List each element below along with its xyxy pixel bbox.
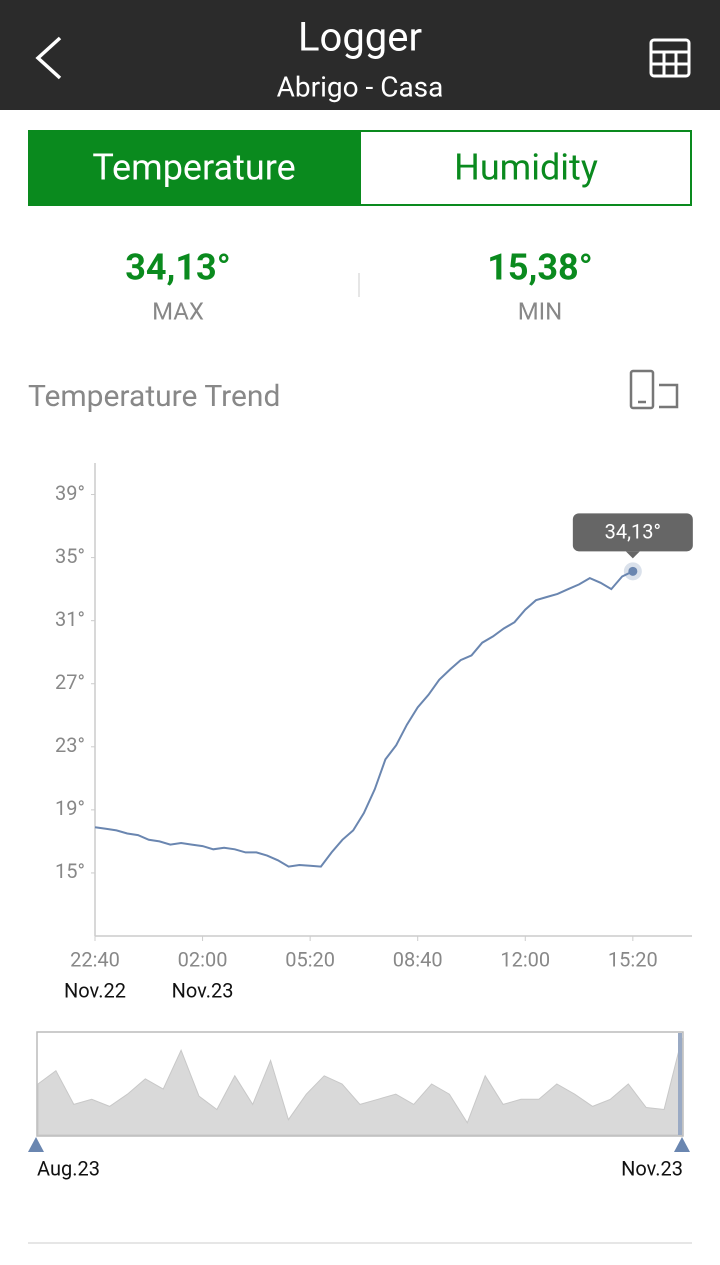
app-subtitle: Abrigo - Casa xyxy=(277,70,444,103)
rotate-button[interactable] xyxy=(629,369,679,410)
y-tick-label: 39° xyxy=(55,481,85,505)
navigator-area xyxy=(37,1037,683,1136)
y-tick-label: 23° xyxy=(55,733,85,757)
y-tick-label: 35° xyxy=(55,544,85,568)
x-tick-label: 12:00 xyxy=(500,947,550,971)
y-tick-label: 15° xyxy=(55,859,85,883)
back-button[interactable] xyxy=(35,36,62,80)
y-tick-label: 31° xyxy=(55,607,85,631)
tooltip-box xyxy=(572,513,693,552)
x-tick-label: 05:20 xyxy=(285,947,335,971)
x-tick-date: Nov.23 xyxy=(172,978,234,1002)
data-line xyxy=(94,570,634,868)
stat-value: 15,38° xyxy=(487,247,593,289)
navigator-end: Nov.23 xyxy=(621,1156,683,1180)
navigator-handle[interactable] xyxy=(674,1137,690,1152)
x-tick-label: 02:00 xyxy=(178,947,228,971)
tooltip-arrow xyxy=(625,551,640,559)
navigator-selection xyxy=(678,1033,682,1135)
y-tick-label: 27° xyxy=(55,670,85,694)
tooltip-text: 34,13° xyxy=(605,520,661,544)
table-button[interactable] xyxy=(649,38,691,78)
navigator-handle[interactable] xyxy=(28,1137,44,1152)
stat-label: MAX xyxy=(152,297,204,325)
stat-value: 34,13° xyxy=(125,247,231,289)
tab-label[interactable]: Temperature xyxy=(92,147,295,189)
x-tick-label: 22:40 xyxy=(70,947,120,971)
tab-selected[interactable] xyxy=(28,130,361,206)
tab-label[interactable]: Humidity xyxy=(454,147,598,189)
navigator-start: Aug.23 xyxy=(37,1156,100,1180)
stat-label: MIN xyxy=(518,297,563,325)
app-title: Logger xyxy=(298,14,422,61)
app-bar xyxy=(0,0,720,110)
x-tick-label: 15:20 xyxy=(608,947,658,971)
y-tick-label: 19° xyxy=(55,796,85,820)
section-title: Temperature Trend xyxy=(28,379,280,414)
x-tick-date: Nov.22 xyxy=(64,978,126,1002)
x-tick-label: 08:40 xyxy=(393,947,443,971)
highlight-point xyxy=(628,566,638,576)
